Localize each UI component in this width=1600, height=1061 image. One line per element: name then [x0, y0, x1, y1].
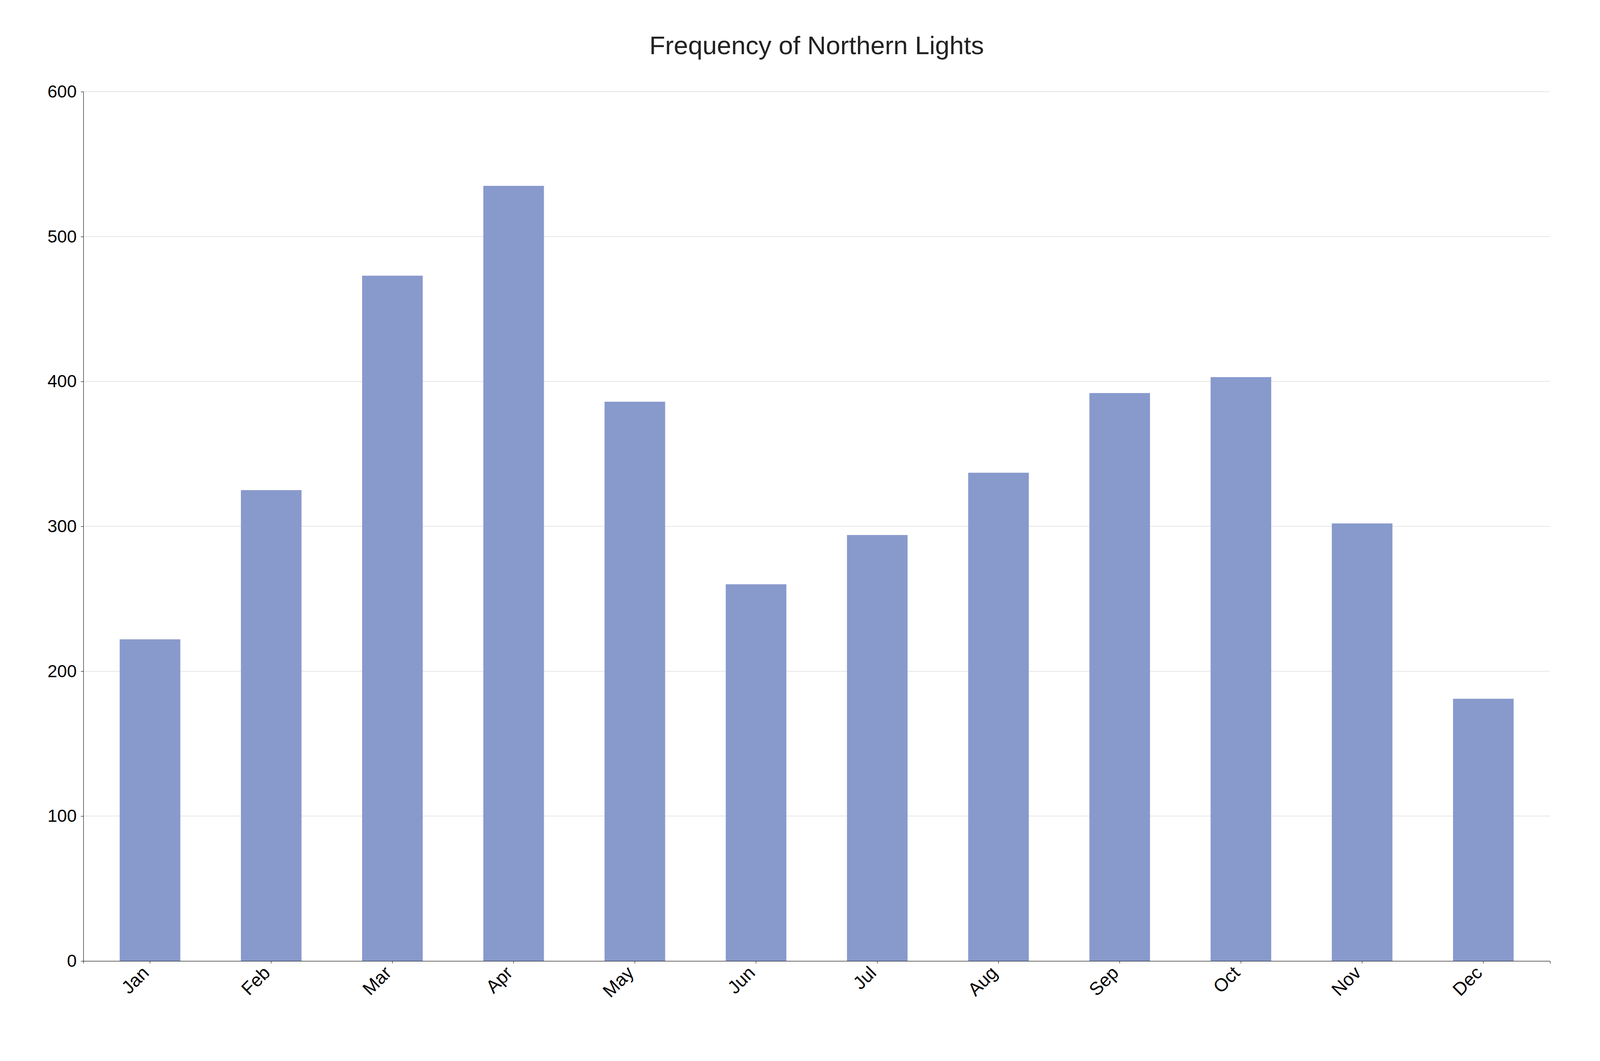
grid-line	[83, 91, 1550, 93]
grid	[83, 91, 1550, 961]
x-tick-label: Mar	[358, 962, 395, 999]
x-tick: Apr	[481, 960, 517, 997]
x-tick-mark	[1119, 960, 1120, 964]
x-tick-mark	[1483, 960, 1484, 964]
x-tick-label: Dec	[1448, 962, 1487, 1000]
grid-line	[83, 670, 1550, 672]
y-tick-label: 400	[47, 371, 77, 391]
x-tick: Feb	[237, 960, 274, 999]
x-tick: Jul	[849, 960, 880, 993]
x-tick: Jun	[723, 960, 759, 998]
x-tick: Sep	[1085, 960, 1123, 1000]
bar	[240, 490, 302, 961]
x-tick: Mar	[358, 960, 395, 999]
x-tick: May	[598, 960, 638, 1001]
x-tick-label: Feb	[237, 962, 274, 999]
plot-area: 0 100 200 300 400 500 600 Jan Feb Mar Apr May Jun Jul…	[47, 81, 1551, 1001]
bar	[119, 639, 180, 961]
bar	[483, 185, 544, 961]
x-tick-mark	[1362, 960, 1363, 964]
grid-line	[83, 525, 1550, 527]
bars	[119, 185, 1514, 961]
y-tick: 400	[47, 371, 84, 391]
x-tick-mark	[1240, 960, 1242, 964]
y-tick: 500	[47, 226, 84, 247]
x-tick-label: Sep	[1085, 962, 1123, 1000]
x-tick-mark	[877, 960, 878, 964]
x-tick-label: Oct	[1209, 962, 1244, 997]
x-tick-mark	[634, 960, 635, 964]
y-tick: 200	[47, 661, 84, 681]
y-tick: 0	[67, 950, 84, 971]
bar	[847, 535, 908, 961]
y-tick-mark	[80, 91, 84, 93]
y-tick: 100	[47, 805, 84, 826]
y-tick-label: 300	[47, 516, 77, 536]
bar	[1089, 392, 1150, 961]
bar	[1210, 377, 1271, 961]
chart-title: Frequency of Northern Lights	[649, 30, 985, 60]
x-tick: Dec	[1448, 960, 1487, 1000]
x-tick: Jan	[117, 960, 153, 998]
y-tick-label: 500	[47, 226, 77, 247]
x-tick-mark	[513, 960, 514, 964]
x-tick-label: Apr	[481, 962, 517, 997]
x-tick-label: Jul	[849, 962, 880, 993]
x-tick-label: Jun	[723, 962, 759, 998]
y-tick-label: 600	[47, 81, 77, 102]
x-tick: Aug	[963, 960, 1002, 1000]
x-tick-label: May	[598, 962, 638, 1001]
x-axis: Jan Feb Mar Apr May Jun Jul Aug Sep Oct Nov Dec	[83, 960, 1551, 1001]
y-tick: 300	[47, 516, 84, 536]
bar	[362, 275, 423, 961]
y-tick: 600	[47, 81, 84, 102]
y-tick-mark	[80, 236, 84, 238]
bar	[725, 584, 787, 961]
x-tick-label: Jan	[117, 962, 153, 998]
x-tick: Nov	[1327, 960, 1365, 1000]
y-tick-label: 200	[47, 661, 77, 681]
bar	[604, 401, 665, 961]
chart: Frequency of Northern Lights 0 100 200 300 40…	[0, 0, 1600, 1061]
y-axis: 0 100 200 300 400 500 600	[47, 81, 84, 971]
y-tick-mark	[80, 381, 84, 382]
x-tick-mark	[755, 960, 757, 964]
y-tick-label: 100	[47, 805, 77, 826]
x-tick-mark	[150, 960, 151, 964]
y-tick-label: 0	[67, 950, 77, 971]
grid-line	[83, 381, 1550, 383]
grid-line	[83, 236, 1550, 238]
x-tick-mark	[998, 960, 999, 964]
x-tick-mark	[270, 960, 272, 964]
y-tick-mark	[80, 671, 84, 672]
bar	[1331, 523, 1393, 961]
bar	[1452, 698, 1514, 961]
x-axis-line	[83, 961, 1551, 964]
bar	[968, 472, 1029, 961]
grid-line	[83, 815, 1550, 817]
y-tick-mark	[80, 526, 84, 527]
x-tick-mark	[392, 960, 393, 964]
x-tick-label: Nov	[1327, 962, 1365, 1000]
x-tick: Oct	[1209, 960, 1244, 997]
y-tick-mark	[80, 960, 84, 962]
y-axis-line	[80, 92, 84, 962]
x-tick-label: Aug	[963, 962, 1002, 1000]
y-tick-mark	[80, 815, 84, 817]
